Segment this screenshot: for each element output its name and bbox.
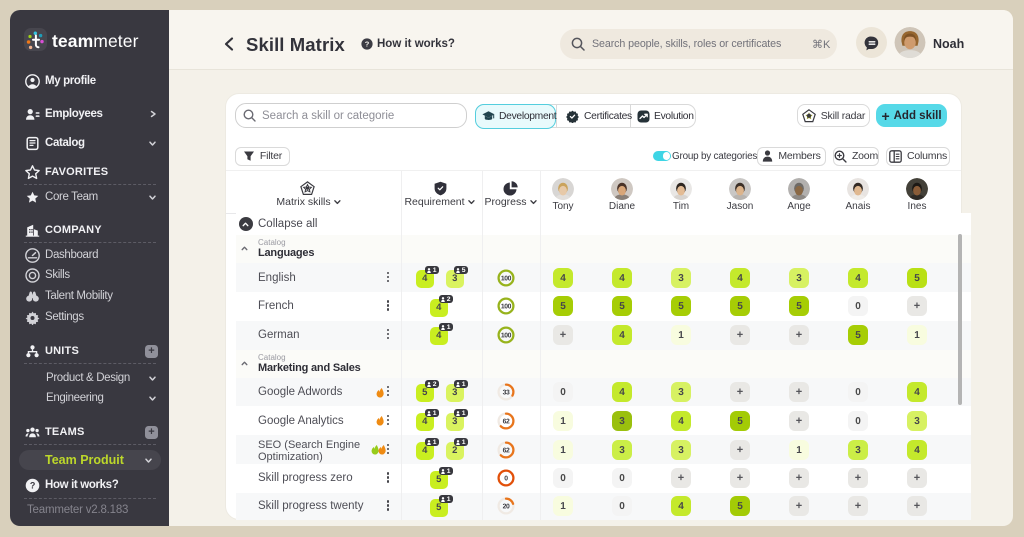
svg-text:62: 62 <box>503 418 510 425</box>
svg-text:100: 100 <box>501 333 512 340</box>
svg-text:20: 20 <box>503 504 510 511</box>
svg-text:33: 33 <box>503 389 510 396</box>
svg-text:62: 62 <box>503 447 510 454</box>
svg-text:0: 0 <box>504 476 508 483</box>
svg-text:100: 100 <box>501 275 512 282</box>
svg-text:100: 100 <box>501 304 512 311</box>
svg-text:?: ? <box>365 40 370 49</box>
svg-text:?: ? <box>30 480 35 490</box>
